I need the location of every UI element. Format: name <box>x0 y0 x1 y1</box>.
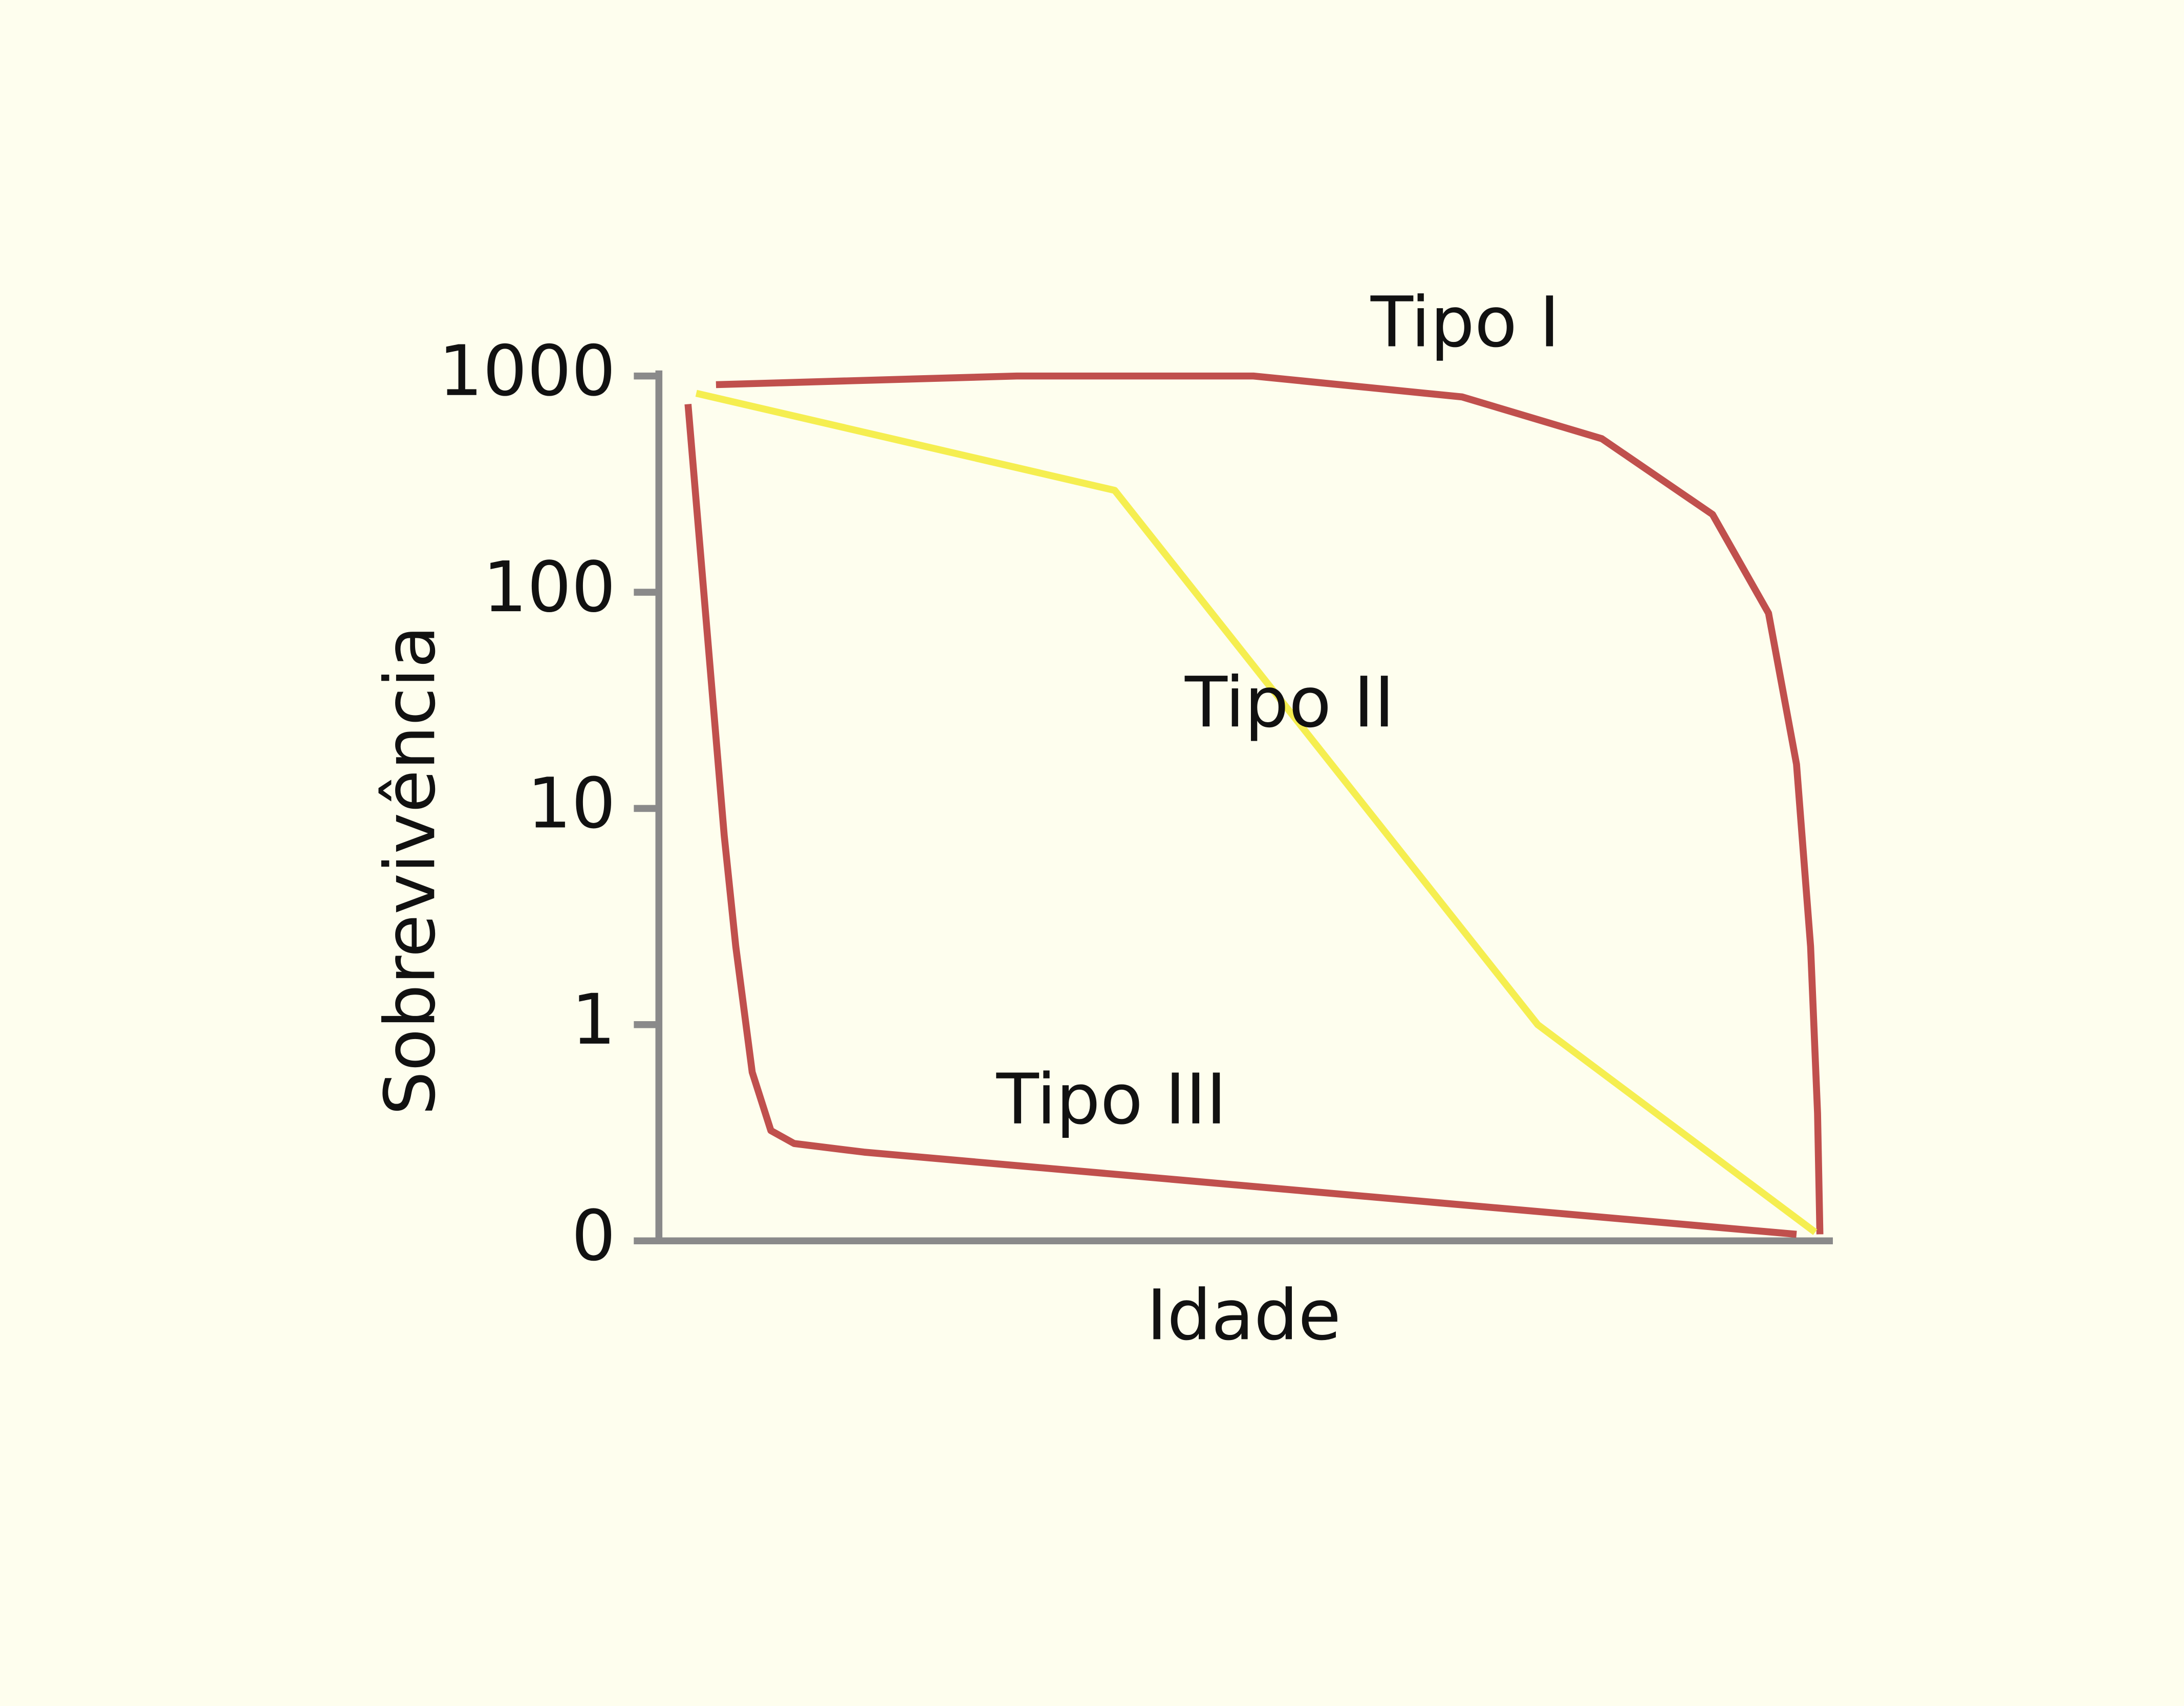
y-tick-label: 10 <box>527 764 616 845</box>
series-line <box>684 404 1797 1238</box>
series-label: Tipo I <box>1370 282 1560 363</box>
y-tick-label: 1000 <box>439 331 616 412</box>
series-line <box>695 390 1818 1235</box>
x-axis-label: Idade <box>1147 1275 1341 1356</box>
series-label: Tipo III <box>996 1060 1227 1140</box>
y-tick-label: 1 <box>571 980 616 1061</box>
y-tick-label: 0 <box>571 1196 616 1277</box>
y-tick-label: 100 <box>483 547 616 628</box>
series-label: Tipo II <box>1184 662 1395 743</box>
y-axis-label: Sobrevivência <box>370 625 451 1115</box>
series-line <box>716 372 1824 1235</box>
